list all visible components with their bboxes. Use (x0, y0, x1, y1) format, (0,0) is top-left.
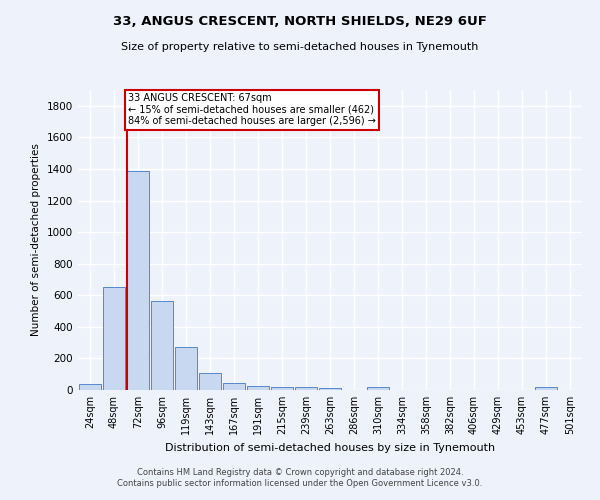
Text: Contains HM Land Registry data © Crown copyright and database right 2024.
Contai: Contains HM Land Registry data © Crown c… (118, 468, 482, 487)
Bar (535, 387, 557, 390)
Bar (103, 288, 125, 390)
Bar (127, 172, 149, 390)
Bar (295, 387, 317, 390)
Bar (151, 301, 173, 390)
Text: 33 ANGUS CRESCENT: 67sqm
← 15% of semi-detached houses are smaller (462)
84% of : 33 ANGUS CRESCENT: 67sqm ← 15% of semi-d… (128, 93, 376, 126)
Bar (319, 388, 341, 390)
Bar (223, 384, 245, 390)
Bar (175, 348, 197, 390)
Text: Size of property relative to semi-detached houses in Tynemouth: Size of property relative to semi-detach… (121, 42, 479, 52)
Bar (247, 386, 269, 390)
Y-axis label: Number of semi-detached properties: Number of semi-detached properties (31, 144, 41, 336)
Bar (367, 387, 389, 390)
X-axis label: Distribution of semi-detached houses by size in Tynemouth: Distribution of semi-detached houses by … (165, 442, 495, 452)
Bar (271, 386, 293, 390)
Text: 33, ANGUS CRESCENT, NORTH SHIELDS, NE29 6UF: 33, ANGUS CRESCENT, NORTH SHIELDS, NE29 … (113, 15, 487, 28)
Bar (79, 384, 101, 390)
Bar (199, 372, 221, 390)
